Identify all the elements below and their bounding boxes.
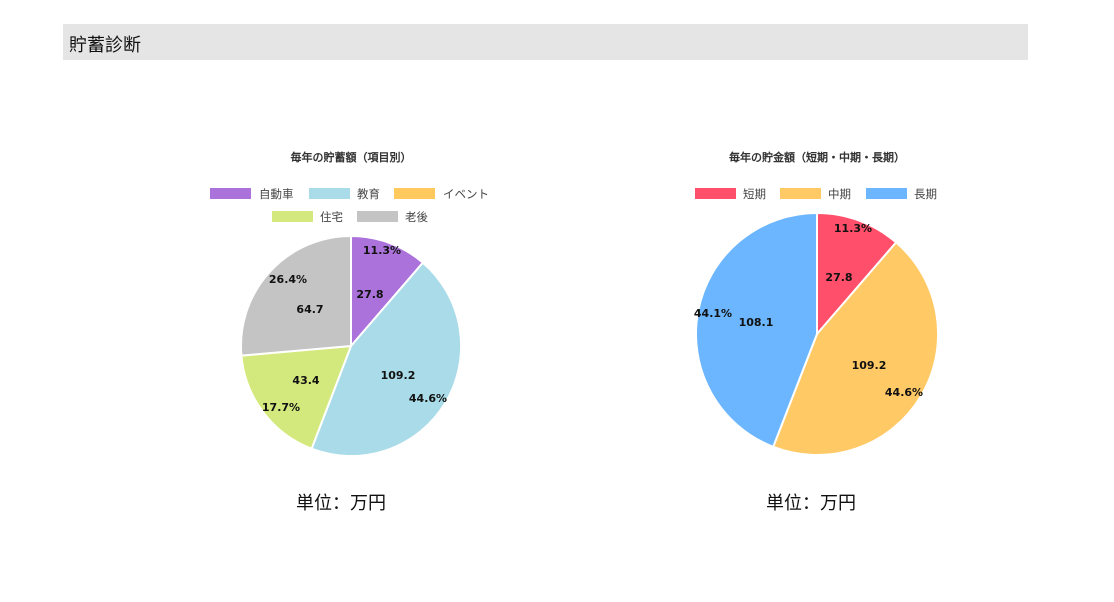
slice-percent: 44.6% — [885, 386, 923, 399]
legend-item-long-term[interactable]: 長期 — [866, 187, 937, 201]
pie-chart-by-term: 毎年の貯金額（短期・中期・長期） 短期 中期 長期 11.3% 27.8 109… — [680, 140, 970, 470]
legend-item-car[interactable]: 自動車 — [210, 187, 294, 201]
slice-retirement[interactable] — [239, 234, 352, 357]
legend-swatch — [357, 211, 398, 222]
slice-percent: 26.4% — [269, 273, 307, 286]
slice-percent: 17.7% — [262, 401, 300, 414]
legend-item-housing[interactable]: 住宅 — [272, 210, 343, 224]
svg-text:長期: 長期 — [914, 187, 937, 201]
chart-title: 毎年の貯金額（短期・中期・長期） — [729, 150, 905, 164]
chart-title: 毎年の貯蓄額（項目別） — [291, 150, 412, 164]
svg-text:住宅: 住宅 — [320, 210, 343, 224]
legend-item-retirement[interactable]: 老後 — [357, 210, 428, 224]
pie-chart-by-category: 毎年の貯蓄額（項目別） 自動車 教育 イベント 住宅 老後 — [200, 140, 510, 470]
slice-value: 27.8 — [356, 288, 383, 301]
svg-text:教育: 教育 — [357, 187, 380, 201]
slice-value: 43.4 — [292, 374, 319, 387]
slice-housing[interactable] — [240, 344, 353, 450]
unit-label-right: 単位：万円 — [766, 493, 856, 514]
slice-car[interactable] — [350, 234, 425, 349]
slice-value: 108.1 — [739, 316, 774, 329]
legend-item-education[interactable]: 教育 — [309, 187, 380, 201]
slice-percent: 11.3% — [834, 222, 872, 235]
legend-swatch — [394, 188, 435, 199]
page-title: 貯蓄診断 — [69, 35, 141, 56]
slice-value: 109.2 — [852, 359, 887, 372]
legend-swatch — [866, 188, 907, 199]
svg-text:短期: 短期 — [743, 187, 766, 201]
slice-percent: 44.6% — [409, 392, 447, 405]
legend-swatch — [210, 188, 251, 199]
legend-item-event[interactable]: イベント — [394, 187, 489, 201]
slice-value: 27.8 — [825, 271, 852, 284]
page-header: 貯蓄診断 — [63, 24, 1028, 60]
slice-long-term[interactable] — [694, 211, 818, 449]
svg-text:老後: 老後 — [405, 210, 428, 224]
slice-value: 64.7 — [296, 303, 323, 316]
slice-percent: 11.3% — [363, 244, 401, 257]
slice-short-term[interactable] — [816, 211, 898, 337]
legend-swatch — [695, 188, 736, 199]
legend-swatch — [272, 211, 313, 222]
unit-label-left: 単位：万円 — [296, 493, 386, 514]
svg-text:中期: 中期 — [828, 187, 851, 201]
legend-item-mid-term[interactable]: 中期 — [780, 187, 851, 201]
slice-value: 109.2 — [381, 369, 416, 382]
legend-swatch — [309, 188, 350, 199]
svg-text:イベント: イベント — [443, 187, 489, 201]
legend-swatch — [780, 188, 821, 199]
slice-percent: 44.1% — [694, 307, 732, 320]
legend-item-short-term[interactable]: 短期 — [695, 187, 766, 201]
slice-mid-term[interactable] — [771, 240, 940, 457]
svg-text:自動車: 自動車 — [259, 187, 294, 201]
slice-education[interactable] — [310, 261, 463, 458]
